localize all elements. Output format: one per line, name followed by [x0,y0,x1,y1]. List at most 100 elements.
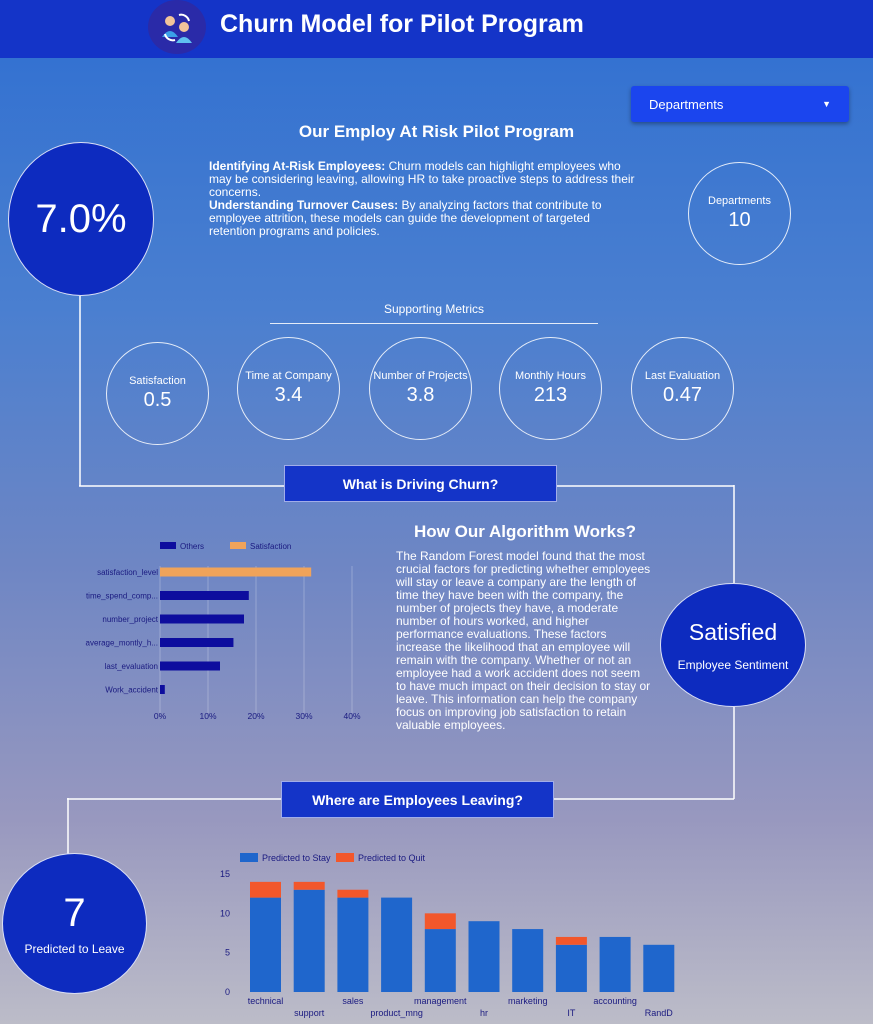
connector-line [553,798,734,800]
y-category-label: Work_accident [105,686,159,695]
bar [160,661,220,671]
connector-line [67,798,69,854]
metric-value: 0.47 [663,384,702,406]
employee-sentiment-circle: Satisfied Employee Sentiment [660,583,806,707]
x-category-label: RandD [645,1008,674,1018]
metric-monthly-hours: Monthly Hours 213 [499,337,602,440]
app-header [0,0,873,58]
y-tick-label: 10 [220,908,230,918]
bar-segment [599,936,631,992]
predicted-leave-label: Predicted to Leave [24,942,125,956]
metric-number-of-projects: Number of Projects 3.8 [369,337,472,440]
bar-segment [555,944,587,992]
x-category-label: IT [567,1008,576,1018]
connector-line [556,485,734,487]
connector-line [733,485,735,583]
x-category-label: support [294,1008,325,1018]
metric-label: Time at Company [245,370,332,382]
departments-count-value: 10 [728,209,751,231]
p1-text: Churn models can highlight employees who… [209,159,635,199]
metric-value: 0.5 [143,389,172,411]
predicted-leave-circle: 7 Predicted to Leave [2,853,147,994]
connector-line [733,707,735,799]
departments-count-label: Departments [708,195,771,207]
bar-segment [293,889,325,992]
legend-swatch [160,542,176,549]
y-category-label: time_spend_comp... [86,592,158,601]
predicted-leave-value: 7 [63,891,86,935]
x-category-label: product_mng [370,1008,423,1018]
metric-last-evaluation: Last Evaluation 0.47 [631,337,734,440]
x-category-label: hr [480,1008,488,1018]
supporting-metrics-title: Supporting Metrics [383,302,485,316]
x-tick-label: 40% [343,711,360,721]
bar-segment [512,929,544,992]
legend-swatch [336,853,354,862]
metric-value: 3.4 [274,384,303,406]
p2-text: By analyzing factors that contribute to … [209,198,602,238]
metric-value: 213 [533,384,568,406]
app-title: Churn Model for Pilot Program [220,10,584,38]
bar-segment [643,944,675,992]
bar-segment [337,889,369,898]
legend-swatch [230,542,246,549]
y-tick-label: 5 [225,948,230,958]
metric-satisfaction: Satisfaction 0.5 [106,342,209,445]
y-category-label: satisfaction_level [97,568,158,577]
employees-leaving-title: Where are Employees Leaving? [281,781,554,818]
metric-time-at-company: Time at Company 3.4 [237,337,340,440]
algorithm-title: How Our Algorithm Works? [414,522,636,541]
legend-label: Others [180,542,204,551]
bar-segment [555,936,587,945]
x-category-label: accounting [593,996,637,1006]
x-category-label: sales [342,996,364,1006]
departments-dropdown[interactable]: Departments ▼ [631,86,849,122]
users-refresh-icon [148,0,206,54]
connector-line [79,485,285,487]
bar [160,567,312,577]
p2-heading: Understanding Turnover Causes: [209,198,399,212]
metric-label: Monthly Hours [515,370,586,382]
legend-label: Predicted to Quit [358,853,426,863]
legend-label: Predicted to Stay [262,853,331,863]
x-tick-label: 0% [154,711,167,721]
x-category-label: marketing [508,996,548,1006]
y-category-label: average_montly_h... [86,639,159,648]
bar-segment [468,921,500,992]
bar-segment [424,913,456,930]
y-tick-label: 0 [225,987,230,997]
bar-segment [337,897,369,992]
bar-segment [250,881,281,898]
sentiment-label: Employee Sentiment [677,657,789,672]
legend-label: Satisfaction [250,542,291,551]
program-description: Identifying At-Risk Employees: Churn mod… [209,160,639,238]
x-tick-label: 20% [247,711,264,721]
y-category-label: last_evaluation [105,662,158,671]
sentiment-value: Satisfied [688,618,778,645]
y-tick-label: 15 [220,869,230,879]
caret-down-icon: ▼ [822,99,831,109]
bar [160,685,165,694]
churn-rate-circle: 7.0% [8,142,154,296]
department-prediction-chart: Predicted to Stay Predicted to Quit 0 5 10 15… [220,853,675,1018]
bar-segment [293,881,325,890]
bar [160,614,244,624]
bar-segment [250,897,281,992]
feature-importance-chart: Others Satisfaction 0% 10% 20% 30% 40% satisfac… [86,542,361,721]
algorithm-description: The Random Forest model found that the m… [396,549,651,732]
bar-segment [424,929,456,992]
legend-swatch [240,853,258,862]
connector-line [67,798,282,800]
program-title: Our Employ At Risk Pilot Program [298,122,575,141]
x-category-label: technical [248,996,284,1006]
metric-label: Satisfaction [129,375,186,387]
bar-segment [381,897,413,992]
p1-heading: Identifying At-Risk Employees: [209,159,386,173]
departments-count-circle: Departments 10 [688,162,791,265]
metric-label: Last Evaluation [644,370,721,382]
bar [160,638,234,647]
x-tick-label: 10% [199,711,216,721]
driving-churn-title: What is Driving Churn? [284,465,557,502]
bar [160,591,249,600]
departments-dropdown-label: Departments [649,96,724,112]
